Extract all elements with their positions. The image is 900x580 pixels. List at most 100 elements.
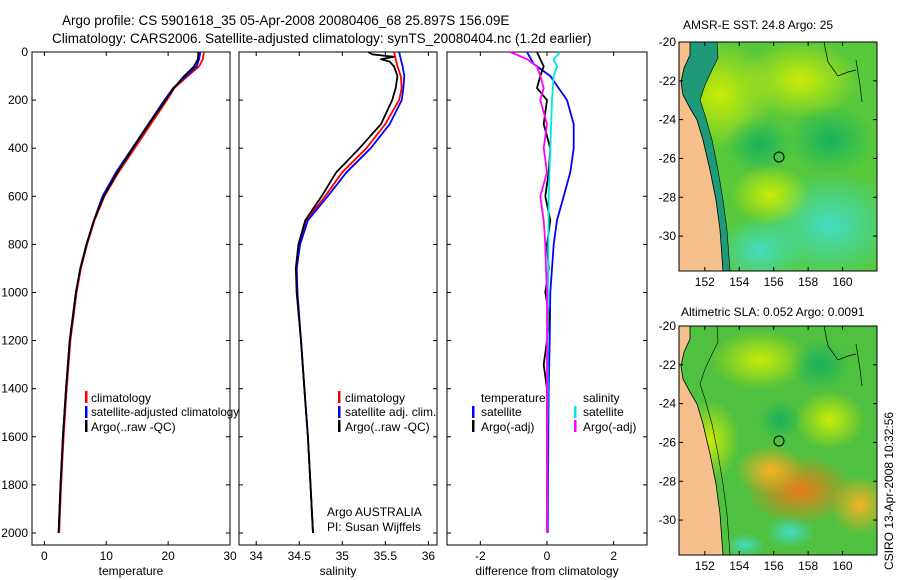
x-tick-label: -2 [475, 549, 486, 563]
legend-label: satellite [583, 405, 624, 419]
temperature-legend: climatology satellite-adjusted climatolo… [85, 391, 239, 434]
sla-argo-marker [773, 435, 785, 447]
legend-swatch-black [338, 420, 341, 432]
map-y-tick-label: -26 [659, 151, 677, 165]
map-x-tick-label: 154 [729, 559, 749, 573]
figure-title-line2: Climatology: CARS2006. Satellite-adjuste… [52, 31, 592, 46]
legend-swatch-magenta [574, 420, 577, 432]
sst-cool-patch [785, 105, 875, 175]
legend-swatch-red [338, 391, 341, 403]
legend-label: satellite-adjusted climatology [91, 405, 239, 419]
legend-header-temperature: temperature [481, 391, 546, 405]
x-tick-label: 20 [161, 549, 175, 563]
y-tick-label: 1800 [1, 478, 28, 492]
map-x-tick-label: 154 [729, 275, 749, 289]
sst-map-axes: 152 154 156 158 160 -20 -22 -24 -26 -28 -30 [659, 35, 877, 289]
x-tick-label: 36 [422, 549, 436, 563]
sla-land [679, 326, 724, 555]
map-x-tick-label: 160 [833, 559, 853, 573]
y-tick-label: 200 [8, 93, 28, 107]
map-y-tick-label: -22 [659, 358, 677, 372]
sla-trough-patch [765, 516, 815, 548]
x-tick-label: 34 [250, 549, 264, 563]
series-line-red [58, 51, 205, 534]
difference-xlabel: difference from climatology [475, 564, 618, 578]
difference-axes: -2 0 2 [447, 51, 647, 563]
side-timestamp-label: CSIRO 13-Apr-2008 10:32:56 [882, 412, 896, 570]
map-y-tick-label: -22 [659, 74, 677, 88]
sla-map-frame [678, 325, 878, 556]
map-y-tick-label: -30 [659, 513, 677, 527]
sla-peak-patch [830, 475, 877, 535]
sla-low-patch [790, 340, 850, 390]
salinity-legend: climatology satellite adj. clim. Argo(..… [338, 391, 436, 434]
series-line-blue [57, 51, 202, 534]
sla-shelf-outline [699, 326, 731, 555]
y-tick-label: 2000 [1, 526, 28, 540]
legend-swatch-blue [338, 406, 341, 418]
sla-map-title: Altimetric SLA: 0.052 Argo: 0.0091 [681, 305, 865, 319]
y-tick-label: 400 [8, 141, 28, 155]
sla-peak-patch [735, 445, 805, 495]
sst-reef-outline [823, 42, 857, 77]
y-tick-label: 1600 [1, 430, 28, 444]
temperature-xlabel: temperature [99, 564, 164, 578]
series-line-magenta [509, 51, 548, 533]
x-tick-label: 35.5 [374, 549, 398, 563]
legend-label: Argo(-adj) [481, 420, 534, 434]
salinity-xlabel: salinity [320, 564, 357, 578]
x-tick-label: 0 [41, 549, 48, 563]
x-tick-label: 35 [336, 549, 350, 563]
map-y-tick-label: -24 [659, 397, 677, 411]
y-tick-label: 0 [21, 45, 28, 59]
sst-map [679, 42, 877, 271]
map-y-tick-label: -28 [659, 474, 677, 488]
sst-shelf-outline [699, 42, 731, 271]
map-x-tick-label: 152 [695, 275, 715, 289]
y-tick-label: 1400 [1, 382, 28, 396]
sst-map-frame [678, 41, 878, 272]
sla-reef-outline [823, 326, 857, 361]
sst-reef-outline [855, 59, 863, 103]
y-tick-label: 1200 [1, 334, 28, 348]
legend-label: satellite adj. clim. [345, 405, 436, 419]
difference-legend: temperature salinity satellite Argo(-adj… [472, 391, 636, 434]
x-tick-label: 2 [610, 549, 617, 563]
map-y-tick-label: -26 [659, 435, 677, 449]
map-y-tick-label: -20 [659, 319, 677, 333]
map-x-tick-label: 158 [798, 275, 818, 289]
sla-reef-outline [855, 343, 863, 387]
sla-trough-patch [725, 533, 765, 555]
sst-map-title: AMSR-E SST: 24.8 Argo: 25 [683, 18, 833, 32]
figure-title-line1: Argo profile: CS 5901618_35 05-Apr-2008 … [62, 13, 509, 28]
legend-label: climatology [91, 391, 151, 405]
sla-high-patch [710, 330, 810, 390]
y-tick-label: 1000 [1, 285, 28, 299]
x-tick-label: 34.5 [288, 549, 312, 563]
series-line-black [57, 51, 200, 534]
legend-swatch-blue [85, 406, 88, 418]
salinity-axes: 34 34.5 35 35.5 36 [239, 51, 437, 563]
sla-low-patch [758, 400, 802, 440]
x-tick-label: 30 [223, 549, 237, 563]
legend-label: climatology [345, 391, 405, 405]
sst-warm-patch [740, 42, 860, 120]
sla-map [679, 326, 877, 555]
sla-map-axes: 152 154 156 158 160 -20 -22 -24 -26 -28 -30 [659, 319, 877, 573]
series-line-black [536, 51, 552, 533]
sst-mid-patch [730, 165, 810, 225]
legend-label: satellite [481, 405, 522, 419]
legend-label: Argo(..raw -QC) [91, 420, 176, 434]
argo-annotation-line1: Argo AUSTRALIA [327, 505, 422, 519]
y-tick-label: 800 [8, 237, 28, 251]
map-x-tick-label: 158 [798, 559, 818, 573]
map-y-tick-label: -30 [659, 229, 677, 243]
map-y-tick-label: -28 [659, 190, 677, 204]
sla-high-patch [795, 390, 865, 450]
series-line-blue [295, 51, 406, 534]
sst-cold-patch [715, 215, 805, 271]
y-tick-label: 600 [8, 189, 28, 203]
map-x-tick-label: 152 [695, 559, 715, 573]
map-x-tick-label: 156 [764, 559, 784, 573]
